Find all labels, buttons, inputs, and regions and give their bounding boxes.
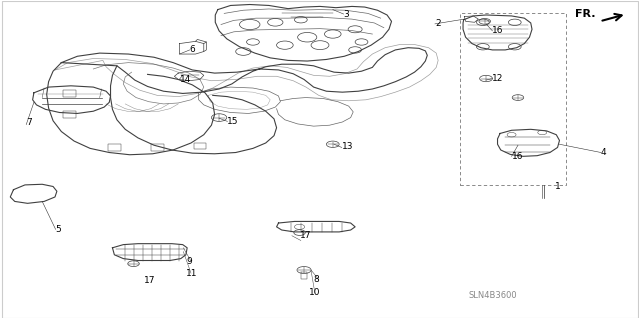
Bar xyxy=(461,13,566,185)
Bar xyxy=(193,143,206,149)
Bar xyxy=(151,144,164,151)
Text: 15: 15 xyxy=(227,117,239,126)
Text: SLN4B3600: SLN4B3600 xyxy=(468,291,516,300)
Text: 12: 12 xyxy=(492,74,504,83)
Text: 10: 10 xyxy=(308,288,320,297)
Text: 8: 8 xyxy=(314,275,319,284)
Bar xyxy=(108,144,121,151)
Text: 3: 3 xyxy=(344,10,349,19)
Text: FR.: FR. xyxy=(575,9,596,19)
Text: 5: 5 xyxy=(56,225,61,234)
Bar xyxy=(63,111,76,118)
Text: 14: 14 xyxy=(179,75,191,84)
Text: 4: 4 xyxy=(601,148,607,157)
Text: 17: 17 xyxy=(300,231,311,240)
Text: 1: 1 xyxy=(555,182,561,191)
Text: 2: 2 xyxy=(435,19,440,28)
Text: 16: 16 xyxy=(511,152,523,161)
Text: 16: 16 xyxy=(492,26,504,35)
Text: 7: 7 xyxy=(26,118,32,128)
Text: 9: 9 xyxy=(186,257,191,266)
Text: 11: 11 xyxy=(186,269,197,278)
Bar xyxy=(63,90,76,97)
Text: 6: 6 xyxy=(189,45,195,55)
Text: 13: 13 xyxy=(342,142,353,151)
Text: 17: 17 xyxy=(145,276,156,285)
